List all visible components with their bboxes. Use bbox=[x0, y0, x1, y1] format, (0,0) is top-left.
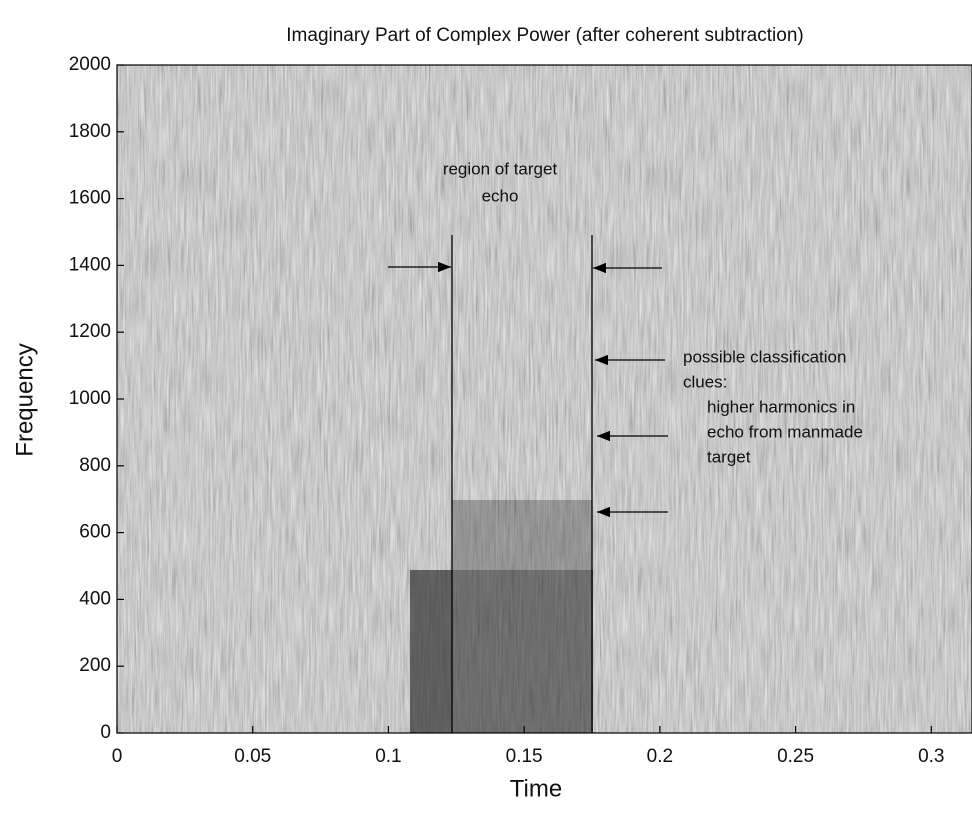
y-tick-label: 0 bbox=[100, 722, 111, 743]
y-tick-label: 1400 bbox=[69, 254, 111, 275]
y-tick-label: 1000 bbox=[69, 388, 111, 409]
chart-title: Imaginary Part of Complex Power (after c… bbox=[286, 25, 803, 46]
y-tick-label: 1600 bbox=[69, 188, 111, 209]
spectrogram-image bbox=[117, 65, 972, 733]
x-tick-label: 0.15 bbox=[506, 746, 543, 767]
annotation-text: echo from manmade bbox=[707, 422, 863, 441]
y-tick-label: 600 bbox=[79, 522, 111, 543]
x-tick-label: 0.1 bbox=[375, 746, 401, 767]
y-tick-label: 200 bbox=[79, 655, 111, 676]
y-axis-label: Frequency bbox=[11, 343, 38, 456]
arrows bbox=[388, 261, 668, 518]
annotation-text: higher harmonics in bbox=[707, 397, 855, 416]
x-tick-label: 0.25 bbox=[777, 746, 814, 767]
annotation-text: echo bbox=[482, 186, 519, 205]
annotation-text: region of target bbox=[443, 159, 558, 178]
y-tick-label: 400 bbox=[79, 588, 111, 609]
x-tick-label: 0 bbox=[112, 746, 123, 767]
annotation-text: possible classification bbox=[683, 347, 846, 366]
x-tick-label: 0.05 bbox=[234, 746, 271, 767]
annotations: region of target echo possible classificat… bbox=[443, 159, 863, 466]
x-axis-label: Time bbox=[510, 775, 562, 802]
annotation-text: target bbox=[707, 447, 751, 466]
x-tick-label: 0.3 bbox=[918, 746, 944, 767]
y-tick-label: 800 bbox=[79, 455, 111, 476]
x-tick-label: 0.2 bbox=[647, 746, 673, 767]
y-tick-label: 1800 bbox=[69, 121, 111, 142]
annotation-text: clues: bbox=[683, 372, 727, 391]
y-tick-label: 2000 bbox=[69, 54, 111, 75]
y-tick-label: 1200 bbox=[69, 321, 111, 342]
